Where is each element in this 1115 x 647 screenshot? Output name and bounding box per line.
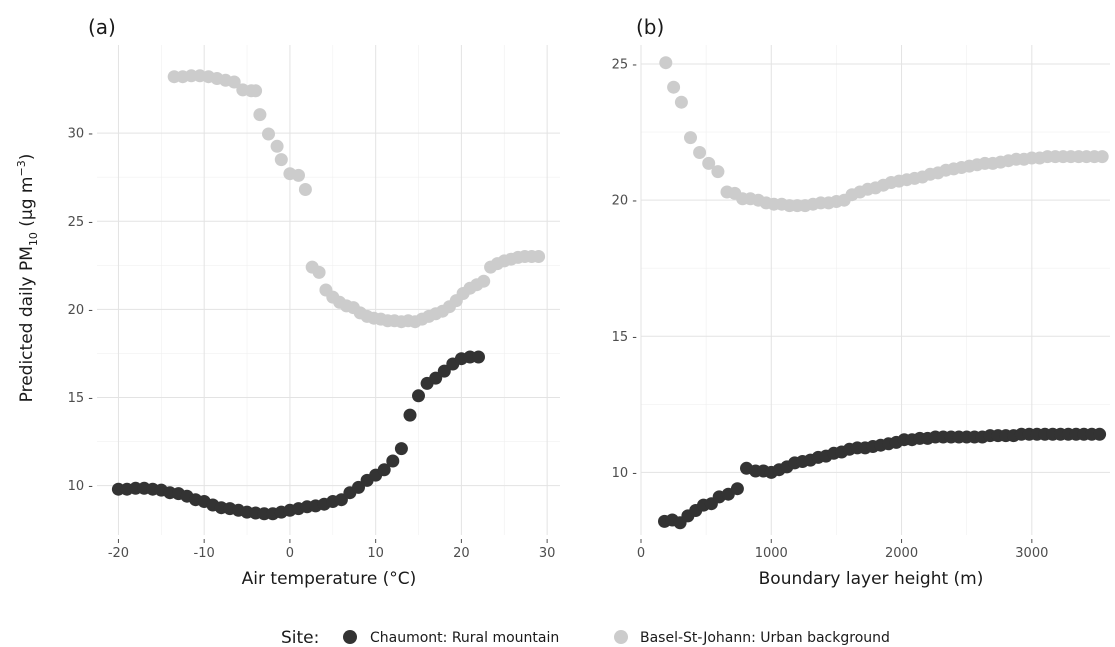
panel-a-point-chaumont: [437, 364, 451, 378]
panel-b-point-basel: [684, 131, 697, 145]
panel-b-x-tick-label: 3000: [1015, 546, 1048, 561]
panel-a-point-chaumont: [394, 442, 408, 456]
panel-a-tag: (a): [88, 15, 116, 39]
panel-a-point-chaumont: [352, 480, 365, 494]
panel-a-point-basel: [227, 75, 241, 89]
legend: Site: Chaumont: Rural mountain Basel-St-…: [281, 628, 890, 647]
panel-a-x-tick-label: 0: [286, 546, 294, 561]
panel-a-x-tick-label: 10: [367, 546, 384, 561]
panel-a-y-tick-label: 20 -: [68, 303, 94, 318]
panel-b-point-basel: [674, 95, 688, 109]
legend-swatch-basel: [614, 630, 628, 644]
panel-b-y-tick-label: 25 -: [612, 58, 638, 73]
y-axis-title: Predicted daily PM10 (µg m−3): [15, 154, 40, 403]
panel-a-y-tick-label: 10 -: [68, 479, 94, 494]
panel-a-x-tick-label: -20: [108, 546, 129, 561]
panel-a-point-basel: [274, 153, 288, 167]
panel-a-plot: -20 -10 0 10 20 30 10 - 15 - 20 - 25 - 30 -: [68, 45, 560, 561]
panel-b-point-chaumont: [730, 482, 744, 496]
panel-a-point-basel: [249, 84, 263, 98]
panel-a-point-chaumont: [472, 350, 485, 364]
panel-b-x-tick-label: 2000: [885, 546, 918, 561]
legend-label-basel: Basel-St-Johann: Urban background: [640, 630, 890, 646]
panel-b-y-tick-label: 15 -: [612, 330, 638, 345]
panel-a-point-chaumont: [429, 371, 443, 385]
panel-a-x-tick-label: 20: [453, 546, 470, 561]
panel-a-point-chaumont: [403, 408, 417, 422]
panel-b-y-tick-label: 20 -: [612, 194, 638, 209]
panel-b-x-tick-label: 1000: [755, 546, 788, 561]
panel-a-point-basel: [532, 250, 546, 263]
legend-title: Site:: [281, 628, 319, 647]
panel-b-point-basel: [659, 56, 673, 70]
panel-a-point-basel: [312, 265, 326, 279]
panel-a-point-basel: [292, 168, 305, 182]
panel-b-x-axis-title: Boundary layer height (m): [759, 569, 984, 589]
panel-b-tag: (b): [636, 15, 664, 39]
panel-b-point-chaumont: [1093, 427, 1107, 441]
panel-b-point-basel: [693, 146, 707, 159]
panel-b-point-basel: [667, 80, 681, 94]
panel-a-point-basel: [298, 183, 312, 196]
panel-b-point-basel: [1095, 150, 1109, 164]
panel-a-y-tick-label: 30 -: [68, 127, 94, 142]
panel-a-point-chaumont: [386, 454, 400, 468]
panel-b-plot: 0 1000 2000 3000 10 - 15 - 20 - 25 -: [612, 45, 1110, 561]
panel-a-point-chaumont: [412, 389, 425, 403]
panel-b-point-basel: [702, 156, 716, 170]
panel-a-y-tick-label: 15 -: [68, 391, 94, 406]
panel-a-y-tick-label: 25 -: [68, 215, 94, 230]
panel-b-x-tick-label: 0: [637, 546, 645, 561]
panel-a-x-tick-label: 30: [539, 546, 556, 561]
panel-a-point-chaumont: [377, 463, 391, 477]
panel-a-point-basel: [270, 139, 284, 153]
panel-a-x-tick-label: -10: [194, 546, 215, 561]
panel-a-x-axis-title: Air temperature (°C): [242, 569, 417, 589]
panel-b-y-tick-label: 10 -: [612, 466, 638, 481]
panel-a-point-basel: [253, 108, 267, 122]
legend-swatch-chaumont: [343, 630, 357, 644]
legend-label-chaumont: Chaumont: Rural mountain: [370, 630, 559, 646]
panel-a-point-basel: [262, 127, 275, 141]
panel-a-point-basel: [477, 274, 491, 288]
panel-b-point-basel: [711, 165, 725, 179]
